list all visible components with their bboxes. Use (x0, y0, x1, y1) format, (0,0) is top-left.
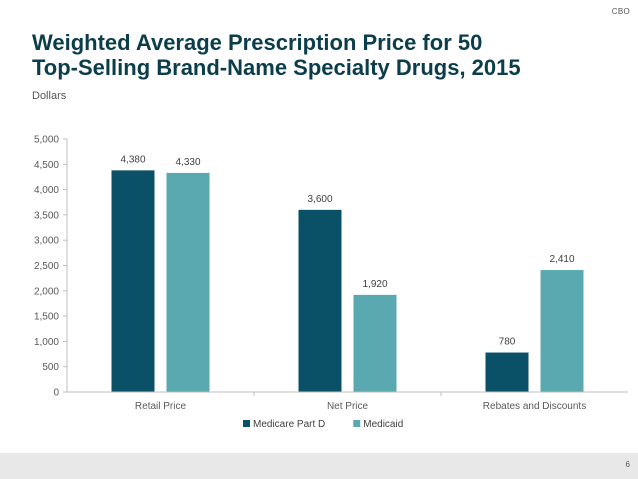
bar-medicare-part-d (298, 209, 342, 392)
chart-title-line-1: Weighted Average Prescription Price for … (32, 30, 483, 55)
page-number: 6 (625, 460, 630, 469)
y-tick-label: 3,500 (34, 210, 59, 221)
x-tick-label: Net Price (327, 401, 369, 412)
y-axis: 0 500 1,000 1,500 2,000 2,500 3,000 3,500 4,000 4… (34, 135, 68, 399)
chart-title: Weighted Average Prescription Price for … (32, 30, 612, 80)
bar-medicaid (353, 294, 397, 392)
y-tick-label: 500 (42, 362, 59, 373)
cbo-brand: CBO (611, 7, 630, 16)
footer-bar: 6 (0, 453, 638, 479)
data-label: 1,920 (362, 279, 387, 290)
x-tick-label: Rebates and Discounts (483, 401, 586, 412)
bar-medicaid (540, 270, 584, 392)
y-tick-label: 1,500 (34, 312, 59, 323)
y-tick-label: 1,000 (34, 337, 59, 348)
x-tick-label: Retail Price (135, 401, 187, 412)
x-axis: Retail Price Net Price Rebates and Discoun… (67, 391, 628, 412)
bar-medicare-part-d (485, 352, 529, 392)
data-label: 780 (499, 337, 516, 348)
data-label: 2,410 (549, 254, 574, 265)
data-label: 4,380 (120, 154, 145, 165)
y-tick-label: 4,500 (34, 160, 59, 171)
bar-medicare-part-d (111, 170, 155, 392)
legend: Medicare Part D Medicaid (243, 419, 403, 430)
chart-title-line-2: Top-Selling Brand-Name Specialty Drugs, … (32, 55, 521, 80)
y-tick-label: 3,000 (34, 236, 59, 247)
data-label: 3,600 (307, 194, 332, 205)
y-tick-label: 4,000 (34, 185, 59, 196)
legend-label: Medicare Part D (253, 419, 325, 430)
y-tick-label: 5,000 (34, 135, 59, 146)
legend-swatch (353, 420, 361, 427)
bar-chart: 0 500 1,000 1,500 2,000 2,500 3,000 3,500 4,000 4… (34, 135, 628, 430)
y-tick-label: 2,000 (34, 286, 59, 297)
data-label: 4,330 (175, 157, 200, 168)
bar-medicaid (166, 172, 210, 392)
legend-label: Medicaid (363, 419, 403, 430)
y-tick-label: 0 (53, 388, 59, 399)
chart-subtitle: Dollars (32, 90, 67, 102)
y-tick-label: 2,500 (34, 261, 59, 272)
bars: 4,380 4,330 3,600 1,920 780 2,410 (111, 154, 584, 392)
legend-swatch (243, 420, 250, 427)
